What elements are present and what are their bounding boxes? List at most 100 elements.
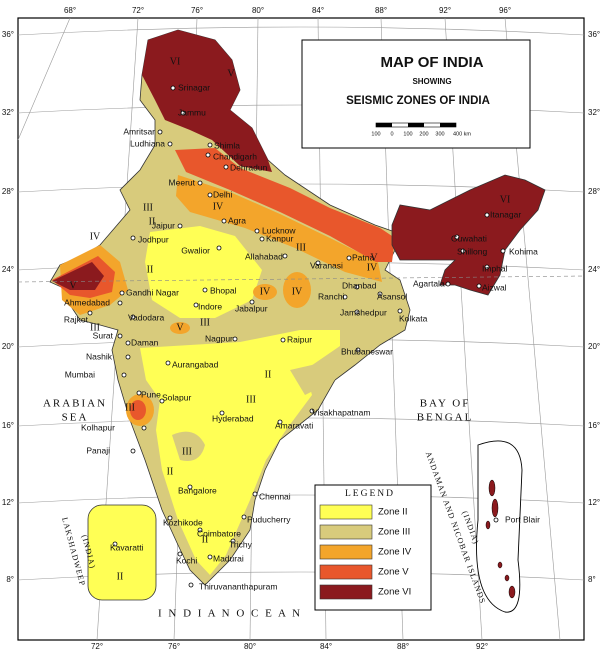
latitude-label: 8° bbox=[6, 575, 14, 584]
place-dot bbox=[249, 299, 255, 305]
place-label: Coimbatore bbox=[197, 528, 241, 538]
place-label: Delhi bbox=[213, 189, 232, 199]
longitude-label: 76° bbox=[168, 642, 180, 651]
place-label: Aizwal bbox=[482, 282, 507, 292]
legend-label: Zone III bbox=[378, 527, 410, 538]
place-label: Aurangabad bbox=[172, 359, 219, 369]
place-dot bbox=[141, 425, 147, 431]
legend-swatch bbox=[319, 564, 373, 580]
place-dot bbox=[315, 260, 321, 266]
place-dot bbox=[130, 314, 136, 320]
place-label: Ranchi bbox=[318, 291, 345, 301]
sea-label: BENGAL bbox=[417, 412, 474, 424]
place-dot bbox=[216, 245, 222, 251]
place-dot bbox=[205, 152, 211, 158]
zone-v-area bbox=[175, 148, 395, 262]
place-dot bbox=[112, 541, 118, 547]
place-dot bbox=[354, 309, 360, 315]
zone-iv-area bbox=[170, 322, 190, 334]
place-dot bbox=[177, 551, 183, 557]
place-label: Nashik bbox=[86, 351, 113, 361]
longitude-label: 88° bbox=[397, 642, 409, 651]
title-box: MAP OF INDIA SHOWING SEISMIC ZONES OF IN… bbox=[301, 39, 531, 149]
zone-mark: II bbox=[149, 216, 156, 227]
place-label: Shillong bbox=[457, 246, 488, 256]
place-dot bbox=[177, 223, 183, 229]
lakshadweep-box bbox=[87, 504, 157, 601]
place-dot bbox=[119, 290, 125, 296]
longitude-label: 92° bbox=[439, 6, 451, 15]
place-dot bbox=[159, 398, 165, 404]
zone-mark: IV bbox=[213, 201, 224, 212]
place-dot bbox=[170, 85, 176, 91]
place-label: Bangalore bbox=[178, 485, 217, 495]
place-label: Srinagar bbox=[178, 82, 210, 92]
place-dot bbox=[254, 228, 260, 234]
place-label: Panaji bbox=[86, 445, 110, 455]
place-label: Surat bbox=[93, 330, 114, 340]
place-label: Hyderabad bbox=[212, 413, 254, 423]
scale-tick: 300 bbox=[435, 131, 444, 137]
zone-mark: II bbox=[202, 534, 209, 545]
place-dot bbox=[377, 291, 383, 297]
latitude-label: 16° bbox=[588, 421, 600, 430]
place-label: Shimla bbox=[214, 140, 240, 150]
latitude-label: 16° bbox=[2, 421, 14, 430]
place-label: Bhopal bbox=[210, 285, 237, 295]
showing: SHOWING bbox=[412, 77, 451, 86]
longitude-label: 80° bbox=[244, 642, 256, 651]
place-label: Trichy bbox=[229, 539, 253, 549]
longitude-label: 84° bbox=[320, 642, 332, 651]
place-label: Jodhpur bbox=[138, 234, 169, 244]
place-dot bbox=[167, 141, 173, 147]
zone-ii-area bbox=[145, 226, 262, 318]
land bbox=[17, 29, 585, 613]
place-dot bbox=[230, 538, 236, 544]
place-label: Amaravati bbox=[275, 420, 313, 430]
place-label: Kanpur bbox=[266, 233, 294, 243]
place-label: Pune bbox=[141, 389, 161, 399]
tropic-of-cancer bbox=[17, 275, 585, 283]
place-dot bbox=[454, 234, 460, 240]
place-label: Jabalpur bbox=[235, 303, 268, 313]
place-dot bbox=[188, 582, 194, 588]
place-dot bbox=[354, 284, 360, 290]
scale-tick: 100 bbox=[371, 131, 380, 137]
longitude-label: 76° bbox=[191, 6, 203, 15]
latitude-label: 20° bbox=[2, 342, 14, 351]
place-dot bbox=[493, 517, 499, 523]
place-dot bbox=[219, 410, 225, 416]
zone-mark: V bbox=[370, 252, 378, 263]
sea-label: ARABIAN bbox=[43, 398, 107, 410]
place-label: Kolhapur bbox=[81, 422, 115, 432]
place-label: Gandhi Nagar bbox=[126, 287, 179, 297]
place-label: Dehradun bbox=[230, 162, 268, 172]
zone-vi-area bbox=[391, 174, 546, 296]
legend-title: LEGEND bbox=[345, 489, 395, 499]
place-label: Madurai bbox=[213, 553, 244, 563]
latitude-label: 36° bbox=[588, 30, 600, 39]
sea-label: SEA bbox=[62, 412, 89, 424]
place-label: Jammu bbox=[178, 107, 206, 117]
place-dot bbox=[221, 218, 227, 224]
place-dot bbox=[445, 281, 451, 287]
legend: LEGEND Zone II Zone III Zone IV Zone V Zone … bbox=[314, 484, 432, 611]
scale-tick: 200 bbox=[419, 131, 428, 137]
place-label: Meerut bbox=[169, 177, 196, 187]
legend-label: Zone VI bbox=[378, 587, 411, 598]
place-label: Gwalior bbox=[181, 245, 210, 255]
place-label: Kochi bbox=[176, 555, 197, 565]
zone-mark: III bbox=[296, 242, 306, 253]
place-label: Agra bbox=[228, 215, 246, 225]
place-label: Imphal bbox=[482, 263, 508, 273]
place-label: Indore bbox=[198, 301, 222, 311]
place-dot bbox=[484, 212, 490, 218]
zone-mark: III bbox=[246, 394, 256, 405]
zone-mark: V bbox=[227, 68, 235, 79]
zone-mark: II bbox=[167, 466, 174, 477]
place-dot bbox=[157, 129, 163, 135]
place-label: Kohima bbox=[509, 246, 538, 256]
legend-swatch bbox=[319, 584, 373, 600]
meridian bbox=[17, 17, 71, 141]
